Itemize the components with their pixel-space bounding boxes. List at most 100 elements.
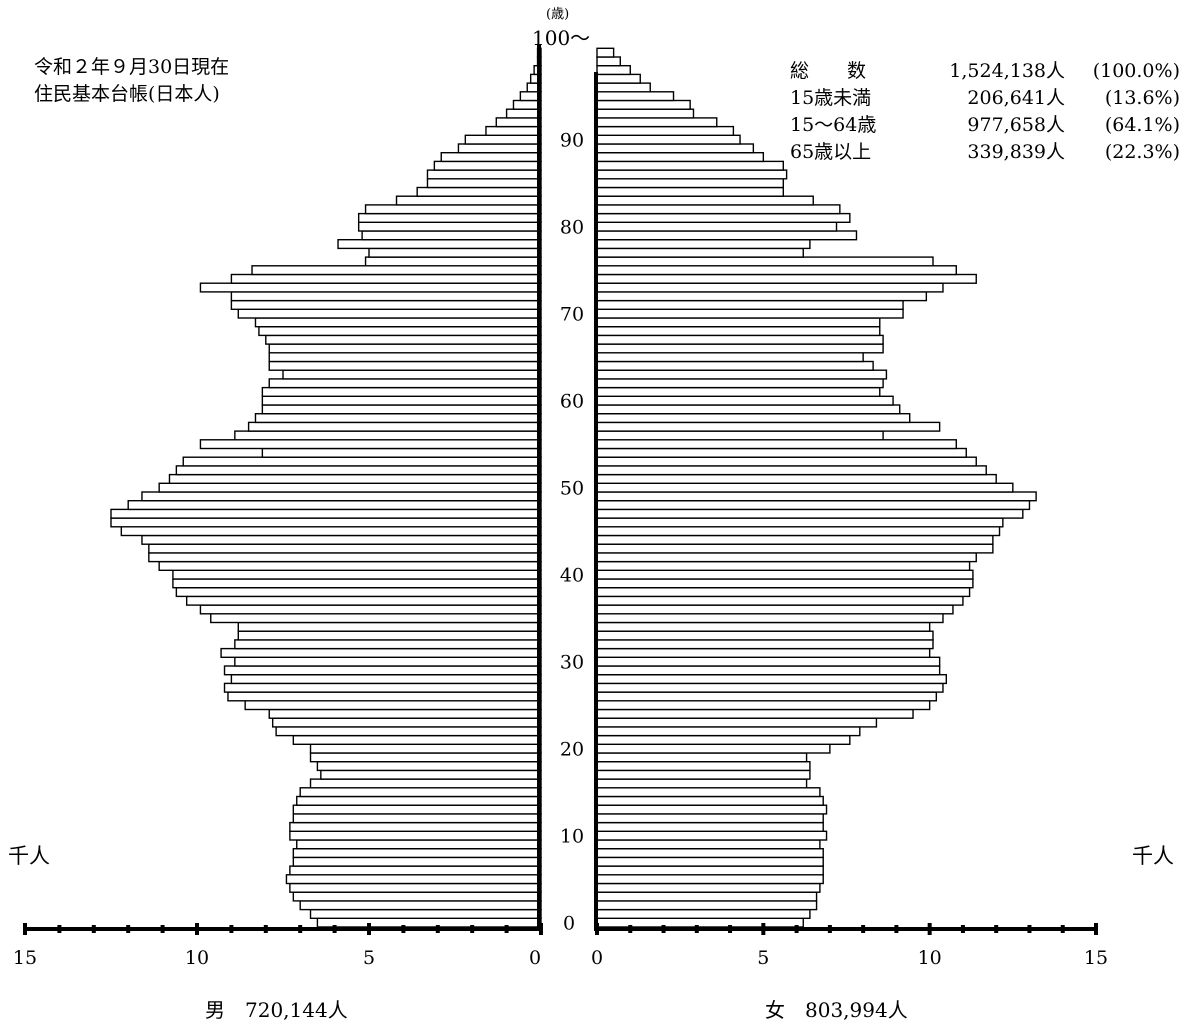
male-bar-age-56 (234, 430, 542, 441)
female-bar-age-63 (596, 369, 888, 380)
female-bar-age-100～ (596, 47, 615, 58)
female-bar-age-18 (596, 761, 811, 772)
female-bar-age-51 (596, 473, 997, 485)
summary-row-under15: 15歳未満 206,641人 (13.6%) (790, 85, 1180, 112)
female-x-tick-label: 0 (591, 947, 603, 969)
summary-label: 65歳以上 (790, 141, 872, 163)
male-bar-age-22 (275, 726, 542, 737)
male-bar-age-6 (289, 865, 542, 876)
female-x-tick (694, 925, 699, 933)
female-bar-age-41 (596, 560, 971, 571)
age-tick-label: 90 (560, 130, 584, 152)
male-bar-age-77 (368, 247, 542, 258)
summary-percent: (100.0%) (1092, 60, 1180, 82)
male-bar-age-28 (230, 674, 542, 685)
female-bar-age-4 (596, 882, 821, 893)
female-x-tick (761, 923, 766, 935)
female-bar-age-27 (596, 682, 944, 693)
age-tick-label: 70 (560, 304, 584, 326)
female-bar-age-97 (596, 73, 641, 84)
male-bar-age-8 (292, 848, 542, 859)
male-bar-age-71 (230, 299, 542, 311)
male-bar-age-67 (265, 334, 542, 345)
male-bar-age-92 (495, 117, 542, 128)
female-bar-age-68 (596, 326, 881, 337)
female-bar-age-96 (596, 82, 651, 93)
male-bar-age-66 (268, 343, 542, 354)
summary-label: 15歳未満 (790, 87, 872, 109)
female-bar-age-60 (596, 395, 894, 406)
female-x-tick (661, 925, 666, 933)
male-bar-age-55 (199, 439, 542, 450)
female-bar-age-86 (596, 169, 788, 180)
male-bar-age-38 (175, 587, 542, 598)
female-bar-age-65 (596, 352, 864, 363)
summary-row-65plus: 65歳以上 339,839人 (22.3%) (790, 139, 1180, 166)
female-bar-age-73 (596, 282, 944, 293)
female-bar-age-44 (596, 534, 994, 545)
female-bar-age-22 (596, 726, 861, 737)
female-bar-age-0 (596, 917, 804, 928)
female-bar-age-84 (596, 186, 784, 197)
male-bar-age-52 (175, 465, 542, 476)
female-x-tick (994, 925, 999, 933)
age-tick-label: 50 (560, 478, 584, 500)
female-bar-age-28 (596, 674, 947, 685)
age-unit-label: (歳) (546, 7, 570, 22)
male-bar-age-33 (237, 630, 542, 641)
male-bar-age-89 (457, 143, 542, 154)
female-bar-age-6 (596, 865, 824, 876)
female-x-tick-label: 5 (757, 947, 769, 969)
female-bar-age-94 (596, 99, 691, 110)
male-bar-age-45 (120, 526, 542, 537)
female-bar-age-83 (596, 195, 814, 206)
female-bar-age-38 (596, 587, 971, 598)
male-bar-age-64 (268, 360, 542, 371)
female-bar-age-21 (596, 734, 851, 745)
male-x-tick (195, 923, 199, 935)
male-x-tick (504, 925, 509, 933)
male-bar-age-50 (158, 482, 542, 493)
female-bar-age-95 (596, 91, 675, 102)
male-bar-age-80 (357, 221, 542, 232)
male-bar-age-51 (168, 473, 542, 485)
female-bar-age-53 (596, 456, 977, 467)
female-bar-age-20 (596, 743, 831, 754)
female-bar-age-93 (596, 108, 695, 119)
female-bar-age-17 (596, 769, 811, 780)
female-bar-age-87 (596, 160, 784, 171)
male-bar-age-27 (223, 682, 542, 693)
female-bar-age-70 (596, 308, 904, 319)
female-bar-age-3 (596, 891, 818, 902)
female-bar-age-79 (596, 230, 858, 241)
male-bar-age-3 (292, 891, 542, 902)
male-bar-age-59 (261, 404, 542, 415)
female-bar-age-46 (596, 517, 1004, 528)
male-bar-age-58 (254, 413, 542, 424)
female-bar-age-85 (596, 178, 784, 189)
female-bar-age-80 (596, 221, 838, 232)
age-tick-label: 60 (560, 391, 584, 413)
age-tick-label: 0 (563, 913, 575, 935)
female-bar-age-24 (596, 708, 914, 719)
female-bar-age-88 (596, 151, 765, 163)
male-bar-age-36 (199, 604, 542, 615)
male-bar-age-12 (292, 813, 542, 824)
female-x-tick (595, 923, 599, 935)
female-bar-age-10 (596, 830, 828, 841)
unit-label-left: 千人 (8, 844, 50, 868)
female-bar-age-52 (596, 465, 987, 476)
female-x-tick-label: 10 (918, 947, 942, 969)
female-bar-age-34 (596, 621, 931, 632)
male-bar-age-47 (110, 508, 542, 519)
male-bar-age-84 (416, 186, 542, 197)
female-bar-age-45 (596, 526, 1001, 537)
female-x-tick (1094, 923, 1098, 935)
male-bar-age-2 (299, 900, 542, 911)
summary-count: 206,641人 (967, 87, 1065, 109)
female-bar-age-78 (596, 238, 811, 250)
female-bar-age-92 (596, 117, 718, 128)
female-bar-age-66 (596, 343, 884, 354)
